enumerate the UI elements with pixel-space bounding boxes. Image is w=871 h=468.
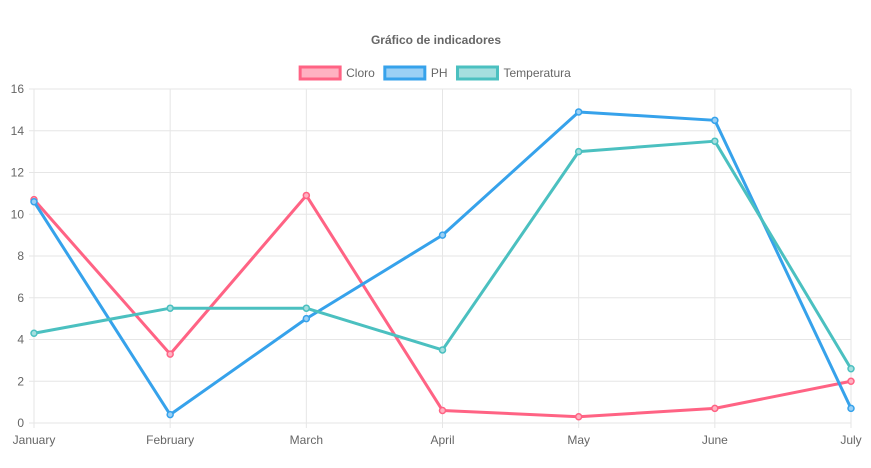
- x-tick-label: July: [840, 433, 861, 447]
- grid: [29, 88, 852, 428]
- legend-label: Temperatura: [503, 66, 571, 80]
- data-point-temperatura[interactable]: [166, 304, 174, 312]
- x-tick-label: March: [290, 433, 323, 447]
- legend-label: Cloro: [346, 66, 375, 80]
- x-tick-label: January: [13, 433, 56, 447]
- legend-swatch: [298, 65, 342, 81]
- x-tick-label: April: [430, 433, 454, 447]
- data-point-temperatura[interactable]: [302, 304, 311, 312]
- legend-label: PH: [431, 66, 448, 80]
- data-point-temperatura[interactable]: [438, 346, 447, 354]
- y-tick-label: 10: [11, 207, 25, 221]
- data-point-temperatura[interactable]: [30, 329, 38, 337]
- data-point-cloro[interactable]: [438, 406, 447, 415]
- data-point-ph[interactable]: [711, 116, 719, 125]
- data-point-ph[interactable]: [438, 231, 447, 239]
- series-group: [30, 108, 855, 421]
- data-point-temperatura[interactable]: [711, 137, 719, 145]
- legend-item-ph[interactable]: PH: [383, 65, 448, 81]
- legend-swatch: [455, 65, 499, 81]
- data-point-cloro[interactable]: [166, 350, 174, 358]
- series-temperatura: [30, 137, 855, 373]
- series-ph: [30, 108, 855, 419]
- x-tick-label: May: [567, 433, 590, 447]
- legend-swatch: [383, 65, 427, 81]
- data-point-cloro[interactable]: [574, 412, 583, 421]
- y-tick-label: 16: [11, 82, 25, 96]
- y-tick-label: 2: [17, 374, 24, 388]
- data-point-temperatura[interactable]: [574, 147, 583, 156]
- x-axis: January February March April May June July: [13, 433, 862, 447]
- x-tick-label: February: [146, 433, 194, 447]
- y-tick-label: 6: [17, 291, 24, 305]
- data-point-temperatura[interactable]: [847, 364, 855, 373]
- y-tick-label: 0: [17, 416, 24, 430]
- legend-item-temperatura[interactable]: Temperatura: [455, 65, 571, 81]
- chart-title: Gráfico de indicadores: [371, 33, 501, 47]
- y-axis: 0 2 4 6 8 10 12 14 16: [11, 82, 25, 430]
- data-point-ph[interactable]: [30, 197, 38, 206]
- y-tick-label: 8: [17, 249, 24, 263]
- legend-item-cloro[interactable]: Cloro: [298, 65, 375, 81]
- data-point-ph[interactable]: [302, 314, 311, 323]
- data-point-cloro[interactable]: [302, 191, 311, 200]
- y-tick-label: 12: [11, 166, 25, 180]
- y-tick-label: 4: [17, 333, 24, 347]
- legend[interactable]: Cloro PH Temperatura: [298, 65, 571, 81]
- data-point-cloro[interactable]: [711, 404, 719, 413]
- y-tick-label: 14: [11, 124, 25, 138]
- data-point-cloro[interactable]: [847, 377, 855, 385]
- x-tick-label: June: [702, 433, 728, 447]
- data-point-ph[interactable]: [166, 410, 174, 419]
- data-point-ph[interactable]: [574, 108, 583, 116]
- data-point-ph[interactable]: [847, 404, 855, 413]
